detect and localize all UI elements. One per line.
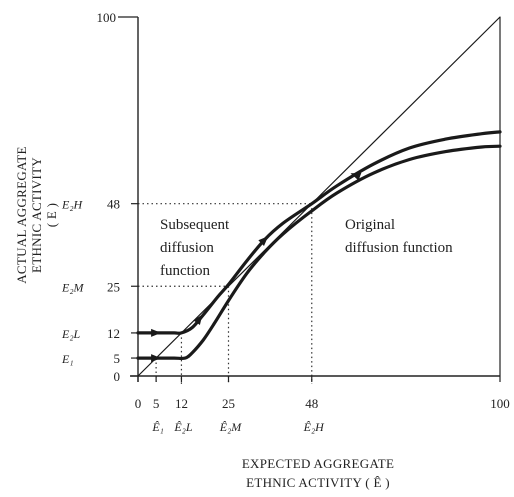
- x-tick-label: 48: [305, 396, 318, 411]
- direction-arrow-2: [193, 314, 203, 325]
- direction-arrow-3: [258, 236, 269, 246]
- y-tick-label: 25: [107, 279, 120, 294]
- y-symbol-label: E₂M: [61, 280, 85, 294]
- x-axis-label: EXPECTED AGGREGATE ETHNIC ACTIVITY ( Ê ): [242, 456, 394, 490]
- original-annotation-line-2: diffusion function: [345, 240, 453, 256]
- y-tick-label: 100: [97, 10, 117, 25]
- x-tick-label: 12: [175, 396, 188, 411]
- direction-arrow-4: [350, 172, 362, 181]
- forty-five-degree-line: [137, 16, 501, 377]
- original-diffusion-curve: [136, 144, 502, 361]
- x-tick-label: 5: [153, 396, 160, 411]
- x-symbol-label: Ê₂M: [219, 420, 243, 434]
- original-annotation-line-1: Original: [345, 217, 395, 233]
- y-axis-label-line-3: ( E ): [44, 203, 59, 228]
- y-tick-label: 12: [107, 326, 120, 341]
- direction-arrow-0: [151, 354, 162, 363]
- series-layer: [136, 16, 502, 377]
- subsequent-annotation-line-2: diffusion: [160, 240, 214, 256]
- axes: [118, 16, 501, 382]
- y-symbol-label: E₂H: [61, 198, 84, 212]
- y-tick-label: 48: [107, 197, 120, 212]
- y-axis-label-line-2: ETHNIC ACTIVITY: [29, 157, 44, 273]
- y-axis-label: ACTUAL AGGREGATE ETHNIC ACTIVITY ( E ): [14, 146, 59, 284]
- y-symbol-label: E₁: [61, 352, 74, 366]
- x-symbol-label: Ê₁: [151, 420, 164, 434]
- x-axis-label-line-2: ETHNIC ACTIVITY ( Ê ): [246, 475, 390, 490]
- x-tick-label: 25: [222, 396, 235, 411]
- x-tick-label: 0: [135, 396, 142, 411]
- y-axis-label-line-1: ACTUAL AGGREGATE: [14, 146, 29, 284]
- direction-arrow-1: [151, 328, 162, 337]
- subsequent-annotation: Subsequent diffusion function: [160, 217, 230, 279]
- x-symbol-label: Ê₂H: [303, 420, 326, 434]
- subsequent-annotation-line-1: Subsequent: [160, 217, 230, 233]
- y-tick-label: 5: [114, 351, 121, 366]
- y-tick-label: 0: [114, 369, 121, 384]
- y-symbol-label: E₂L: [61, 327, 81, 341]
- x-axis-label-line-1: EXPECTED AGGREGATE: [242, 456, 394, 471]
- subsequent-annotation-line-3: function: [160, 263, 210, 279]
- x-tick-label: 100: [490, 396, 510, 411]
- original-annotation: Original diffusion function: [345, 217, 453, 256]
- x-symbol-label: Ê₂L: [173, 420, 193, 434]
